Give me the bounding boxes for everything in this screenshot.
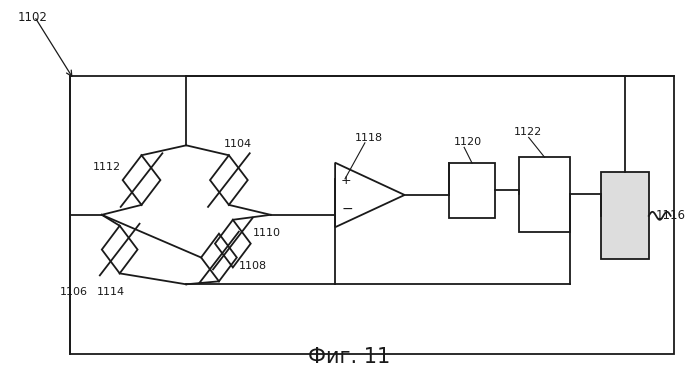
Text: Фиг. 11: Фиг. 11 [308,347,390,367]
Text: 1112: 1112 [93,162,121,172]
Bar [450,163,495,218]
Text: 1114: 1114 [97,287,125,297]
Text: 1122: 1122 [514,127,542,138]
Bar [519,157,570,232]
Bar [601,172,649,260]
Text: −: − [341,202,352,216]
Text: 1110: 1110 [253,228,281,238]
Text: 1108: 1108 [239,261,267,271]
Text: 1102: 1102 [17,11,47,24]
Text: 1120: 1120 [454,137,482,147]
Text: 1106: 1106 [60,287,88,297]
Text: 1118: 1118 [355,133,383,143]
Text: +: + [341,174,352,187]
Text: 1116: 1116 [655,209,685,222]
Text: 1104: 1104 [224,139,252,149]
Bar [70,76,674,354]
